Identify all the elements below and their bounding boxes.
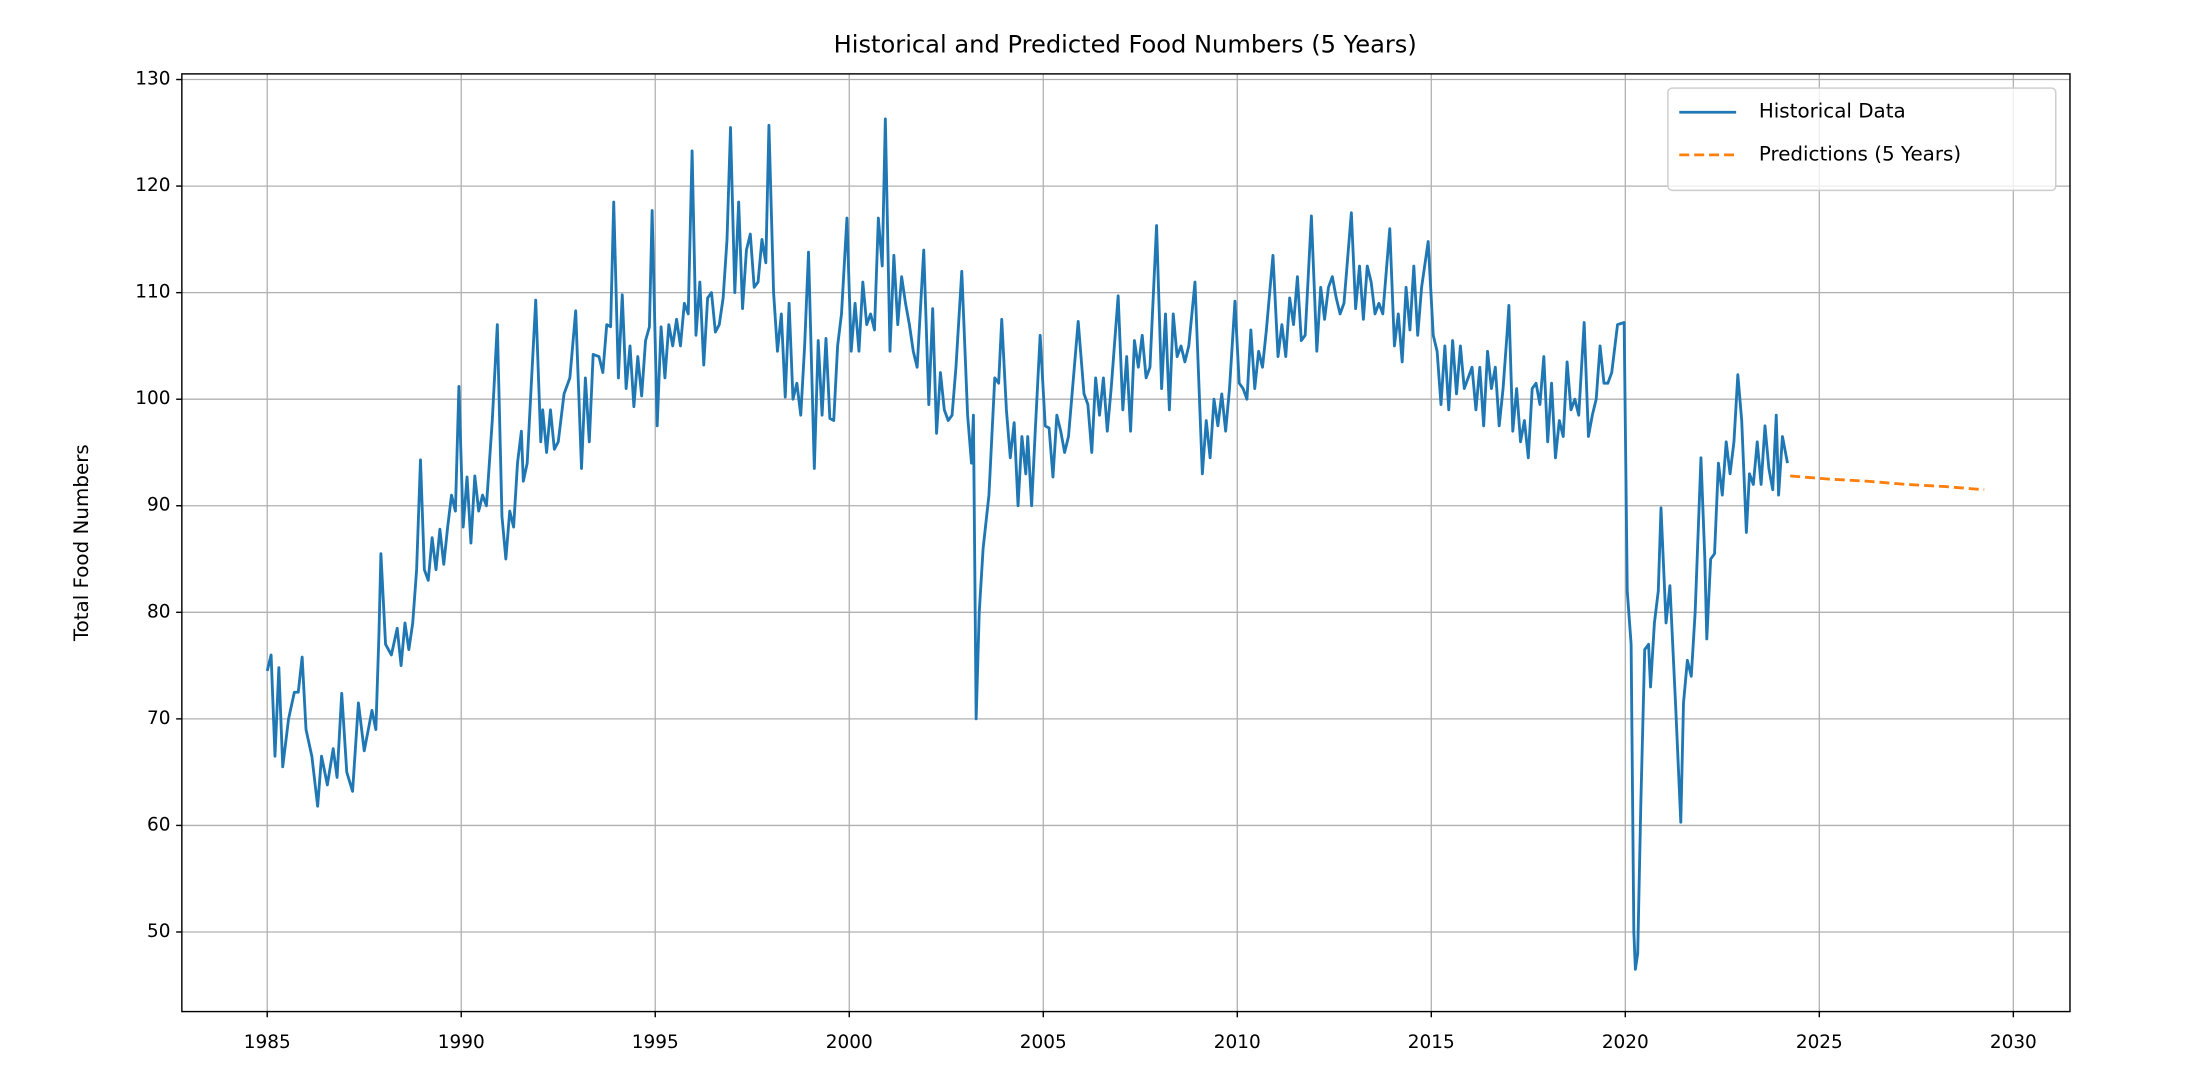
y-tick-label: 80 — [147, 601, 170, 622]
legend-label: Predictions (5 Years) — [1759, 142, 1961, 165]
y-tick-label: 120 — [135, 175, 170, 196]
y-tick-label: 60 — [147, 814, 170, 835]
legend-label: Historical Data — [1759, 100, 1906, 123]
x-tick-label: 2015 — [1408, 1032, 1455, 1053]
x-tick-label: 2025 — [1796, 1032, 1843, 1053]
legend: Historical Data Predictions (5 Years) — [1668, 88, 2056, 190]
x-tick-label: 1990 — [438, 1032, 485, 1053]
x-tick-label: 1985 — [244, 1032, 291, 1053]
y-tick-label: 110 — [135, 282, 170, 303]
x-tick-label: 2000 — [826, 1032, 873, 1053]
x-tick-label: 2005 — [1020, 1032, 1067, 1053]
x-tick-label: 2020 — [1602, 1032, 1649, 1053]
x-tick-label: 2010 — [1214, 1032, 1261, 1053]
y-tick-label: 100 — [135, 388, 170, 409]
y-tick-label: 70 — [147, 708, 170, 729]
y-tick-label: 90 — [147, 495, 170, 516]
x-tick-label: 2030 — [1990, 1032, 2037, 1053]
x-tick-label: 1995 — [632, 1032, 679, 1053]
y-tick-label: 130 — [135, 69, 170, 90]
chart-title: Historical and Predicted Food Numbers (5… — [834, 30, 1417, 58]
y-tick-label: 50 — [147, 921, 170, 942]
y-axis-label: Total Food Numbers — [70, 444, 93, 642]
